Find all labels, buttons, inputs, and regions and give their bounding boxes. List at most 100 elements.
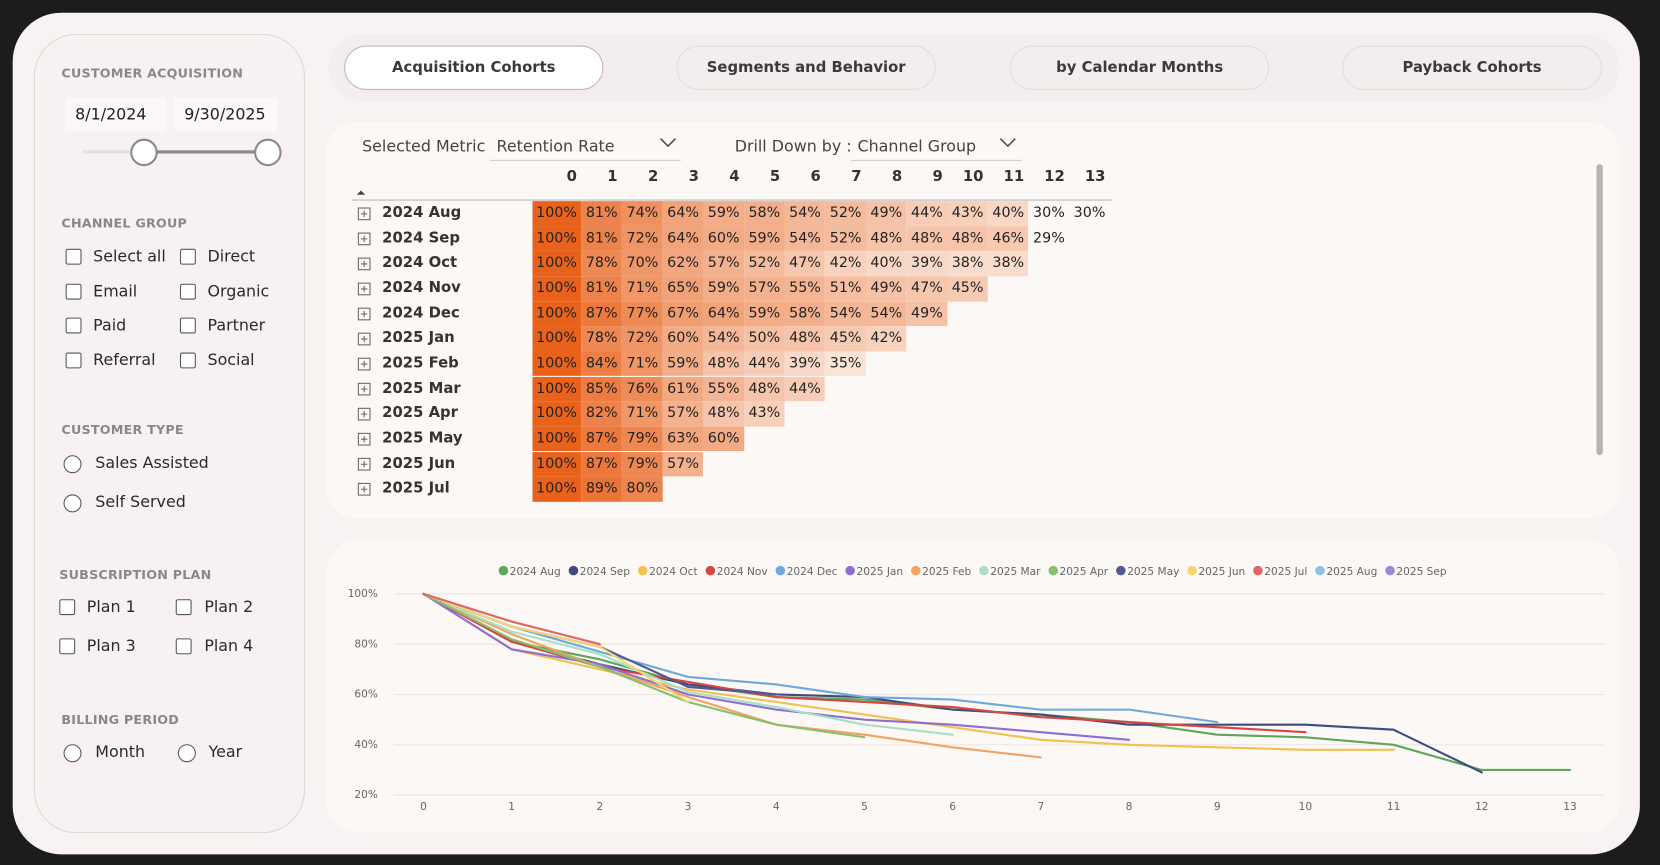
- x-tick-label: 5: [861, 801, 868, 813]
- option-label[interactable]: Select all: [93, 246, 166, 266]
- legend-swatch: [498, 565, 509, 576]
- chart-panel: [326, 539, 1620, 833]
- legend-swatch: [1048, 565, 1058, 576]
- expand-icon: [361, 461, 368, 468]
- option-label[interactable]: Year: [208, 742, 243, 762]
- option-label[interactable]: Referral: [93, 349, 156, 369]
- date-input[interactable]: 8/1/2024: [65, 97, 167, 132]
- column-header: 3: [688, 168, 699, 186]
- checkbox[interactable]: [59, 599, 76, 616]
- expand-icon: [357, 482, 371, 496]
- legend-label: 2024 Sep: [580, 566, 631, 578]
- option-label[interactable]: Sales Assisted: [95, 453, 209, 473]
- checkbox[interactable]: [179, 248, 196, 265]
- series-line: [422, 592, 1572, 772]
- legend-label: 2025 Feb: [922, 566, 971, 578]
- series-line: [422, 592, 1395, 751]
- tab[interactable]: Acquisition Cohorts: [344, 45, 604, 90]
- row-label: 2024 Nov: [382, 279, 461, 297]
- checkbox[interactable]: [175, 599, 192, 616]
- heat-cell: 60%: [703, 226, 744, 252]
- radio[interactable]: [63, 455, 82, 474]
- section-title: BILLING PERIOD: [61, 712, 180, 728]
- expand-icon: [357, 357, 371, 371]
- scrollbar[interactable]: [1596, 164, 1603, 456]
- heat-cell: 100%: [532, 251, 582, 277]
- checkbox[interactable]: [179, 283, 196, 300]
- heat-cell: 58%: [743, 201, 785, 227]
- row-label: 2025 Jan: [382, 329, 455, 347]
- row-label: 2025 Jun: [382, 454, 456, 472]
- tab[interactable]: Payback Cohorts: [1342, 45, 1602, 90]
- heat-cell: 84%: [581, 351, 622, 377]
- heat-cell: 57%: [743, 276, 785, 302]
- expand-icon: [357, 457, 371, 471]
- checkbox[interactable]: [65, 283, 82, 300]
- option-label[interactable]: Social: [207, 349, 255, 369]
- heat-cell: 79%: [621, 426, 663, 452]
- option-label[interactable]: Plan 1: [86, 597, 136, 617]
- checkbox[interactable]: [65, 352, 82, 368]
- sort-icon: [356, 190, 366, 195]
- x-tick-label: 9: [1214, 801, 1221, 813]
- dropdown[interactable]: Retention Rate: [490, 129, 681, 161]
- legend: 2024 Aug 2024 Sep 2024 Oct 2024 Nov 2024 Dec…: [498, 565, 1447, 578]
- expand-icon: [357, 207, 371, 221]
- radio[interactable]: [177, 744, 196, 763]
- tab[interactable]: Segments and Behavior: [676, 45, 936, 90]
- option-label[interactable]: Email: [93, 281, 138, 301]
- heat-cell: 48%: [947, 226, 988, 252]
- heat-cell: 100%: [532, 226, 582, 252]
- heat-cell: 100%: [532, 276, 582, 302]
- option-label[interactable]: Organic: [207, 281, 270, 301]
- checkbox[interactable]: [179, 352, 196, 368]
- expand-icon: [357, 232, 371, 246]
- legend-label: 2025 Mar: [990, 566, 1041, 578]
- checkbox[interactable]: [65, 248, 82, 265]
- column-header: 6: [810, 168, 821, 186]
- heat-cell: 76%: [621, 376, 663, 402]
- heat-cell: 54%: [703, 326, 744, 352]
- option-label[interactable]: Month: [95, 742, 146, 762]
- legend-swatch: [1253, 565, 1263, 576]
- heat-cell: 81%: [581, 226, 622, 252]
- heat-cell: 29%: [1033, 229, 1065, 247]
- heat-cell: 71%: [621, 401, 663, 427]
- option-label[interactable]: Plan 2: [204, 597, 254, 617]
- heat-cell: 72%: [621, 226, 663, 252]
- heat-cell: 46%: [987, 226, 1029, 252]
- option-label[interactable]: Direct: [207, 246, 256, 266]
- heat-cell: 44%: [784, 376, 826, 402]
- option-label[interactable]: Paid: [93, 315, 127, 335]
- radio[interactable]: [63, 493, 82, 512]
- heat-cell: 47%: [906, 276, 948, 302]
- checkbox[interactable]: [175, 637, 192, 654]
- dropdown[interactable]: Channel Group: [851, 129, 1022, 161]
- heat-cell: 85%: [581, 376, 622, 402]
- option-label[interactable]: Plan 3: [86, 635, 136, 655]
- filter-label: Selected Metric :: [362, 136, 496, 156]
- checkbox[interactable]: [65, 317, 82, 334]
- series-line: [422, 592, 1219, 724]
- radio[interactable]: [63, 744, 82, 763]
- row-label: 2024 Oct: [382, 254, 458, 272]
- checkbox[interactable]: [59, 637, 76, 654]
- heat-cell: 48%: [865, 226, 907, 252]
- option-label[interactable]: Plan 4: [204, 635, 254, 655]
- heat-cell: 63%: [662, 426, 704, 452]
- tab[interactable]: by Calendar Months: [1009, 45, 1270, 90]
- legend-swatch: [845, 565, 855, 576]
- option-label[interactable]: Self Served: [95, 491, 186, 511]
- checkbox[interactable]: [179, 317, 196, 334]
- heat-cell: 64%: [662, 226, 704, 252]
- heat-cell: 45%: [947, 276, 988, 302]
- row-label: 2025 May: [382, 429, 463, 447]
- slider-handle[interactable]: [130, 138, 158, 167]
- row-label: 2025 Apr: [382, 404, 458, 422]
- section-title: CUSTOMER ACQUISITION: [61, 65, 244, 81]
- option-label[interactable]: Partner: [207, 315, 266, 335]
- y-tick-label: 40%: [354, 739, 378, 751]
- date-input[interactable]: 9/30/2025: [174, 97, 278, 132]
- heat-cell: 48%: [703, 351, 744, 377]
- slider-handle[interactable]: [254, 138, 282, 167]
